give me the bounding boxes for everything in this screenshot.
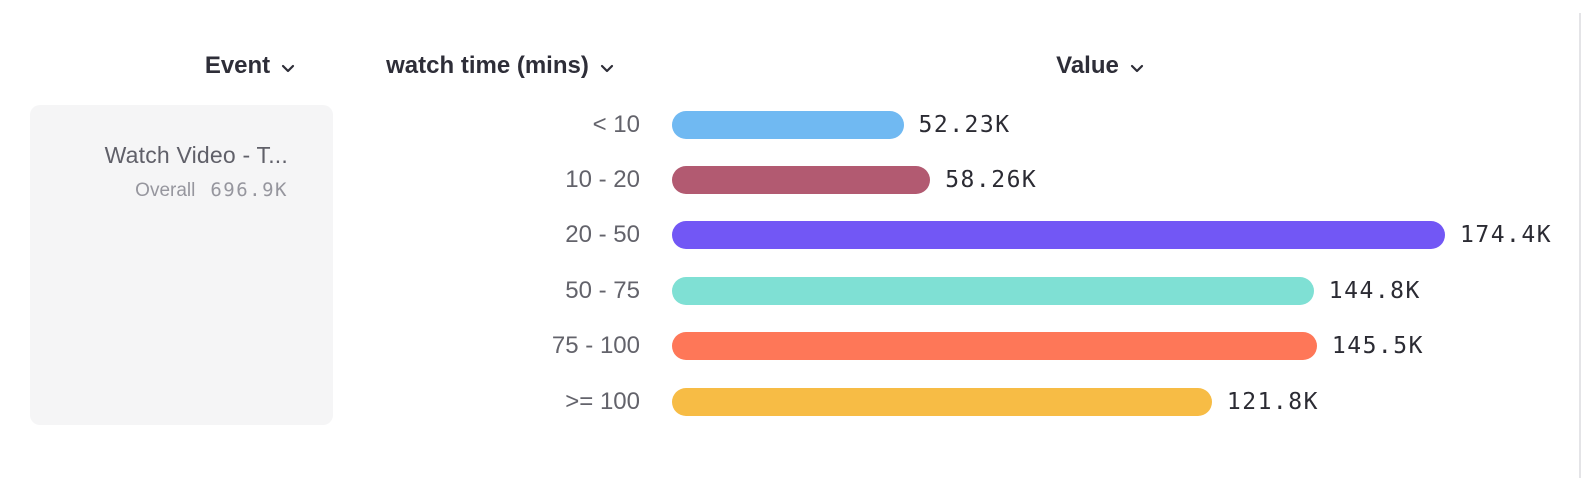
bar-row: 10 - 20 58.26K — [0, 152, 1584, 207]
column-header-breakdown-label: watch time (mins) — [386, 52, 589, 79]
bucket-label: 50 - 75 — [565, 276, 640, 304]
bucket-label: < 10 — [592, 110, 640, 138]
bucket-label: 20 - 50 — [565, 221, 640, 249]
bar-row: >= 100 121.8K — [0, 374, 1584, 429]
overall-value: 696.9K — [210, 179, 288, 201]
bar[interactable] — [672, 166, 931, 195]
chevron-down-icon — [281, 64, 295, 73]
bar-chart: < 10 52.23K 10 - 20 58.26K 20 - 50 174.4… — [0, 97, 1584, 429]
bar-row: 50 - 75 144.8K — [0, 263, 1584, 318]
bar-value: 145.5K — [1331, 333, 1424, 360]
column-header-event[interactable]: Event — [130, 50, 370, 82]
bar[interactable] — [672, 387, 1212, 416]
bar-value: 121.8K — [1226, 388, 1319, 415]
bar[interactable] — [672, 110, 904, 139]
column-header-value[interactable]: Value — [950, 50, 1250, 82]
bar[interactable] — [672, 332, 1317, 361]
bar-value: 52.23K — [918, 111, 1011, 138]
bar-row: 75 - 100 145.5K — [0, 319, 1584, 374]
bar-row: < 10 52.23K — [0, 97, 1584, 152]
event-legend-card[interactable]: Watch Video - T... Overall 696.9K — [30, 105, 333, 425]
bar[interactable] — [672, 221, 1445, 250]
chevron-down-icon — [600, 64, 614, 73]
bucket-label: >= 100 — [565, 387, 640, 415]
bar-row: 20 - 50 174.4K — [0, 208, 1584, 263]
column-header-value-label: Value — [1056, 52, 1119, 79]
overall-label: Overall — [135, 180, 196, 201]
bar-track: 144.8K — [672, 276, 1421, 305]
bar[interactable] — [672, 276, 1314, 305]
bar-track: 145.5K — [672, 332, 1424, 361]
panel-edge-divider — [1579, 13, 1581, 478]
bucket-label: 10 - 20 — [565, 166, 640, 194]
chevron-down-icon — [1130, 64, 1144, 73]
bar-track: 174.4K — [672, 221, 1553, 250]
bar-value: 58.26K — [945, 167, 1038, 194]
bar-value: 174.4K — [1460, 222, 1553, 249]
event-overall-row: Overall 696.9K — [30, 179, 288, 202]
column-header-event-label: Event — [204, 52, 271, 79]
bucket-label: 75 - 100 — [551, 332, 640, 360]
event-name: Watch Video - T... — [104, 142, 288, 168]
bar-track: 58.26K — [672, 166, 1038, 195]
bar-track: 52.23K — [672, 110, 1011, 139]
bar-value: 144.8K — [1328, 277, 1421, 304]
bar-track: 121.8K — [672, 387, 1319, 416]
column-header-breakdown[interactable]: watch time (mins) — [365, 50, 635, 82]
